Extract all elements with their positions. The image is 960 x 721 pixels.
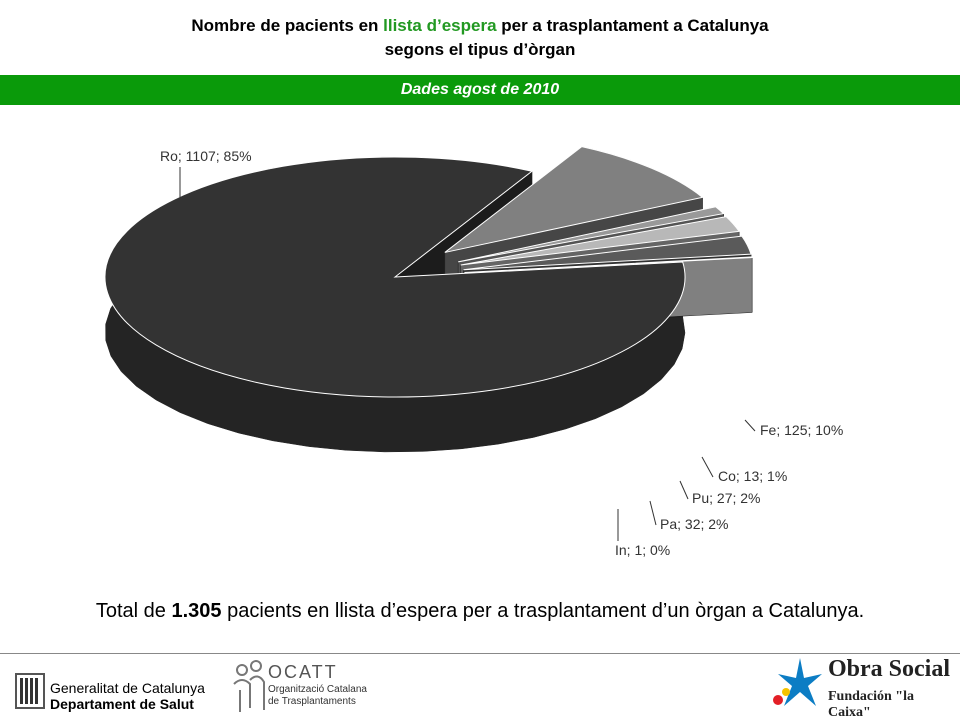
data-label-in: In; 1; 0% <box>615 542 670 558</box>
date-banner: Dades agost de 2010 <box>0 75 960 105</box>
ocatt-name: OCATT <box>268 662 338 683</box>
data-label-pu: Pu; 27; 2% <box>692 490 761 506</box>
leader-co <box>702 457 713 477</box>
fundacion-la-caixa: Fundación "la Caixa" <box>828 689 960 721</box>
data-label-ro: Ro; 1107; 85% <box>160 148 252 164</box>
title-highlight: llista d’espera <box>383 16 496 35</box>
data-label-fe: Fe; 125; 10% <box>760 422 843 438</box>
data-label-co: Co; 13; 1% <box>718 468 787 484</box>
title-line-1: Nombre de pacients en llista d’espera pe… <box>0 14 960 38</box>
generalitat-text: Generalitat de Catalunya Departament de … <box>50 680 205 712</box>
pie-chart: Ro; 1107; 85% Fe; 125; 10% Co; 13; 1% Pu; 2… <box>0 105 960 595</box>
total-summary: Total de 1.305 pacients en llista d’espe… <box>0 600 960 623</box>
data-label-pa: Pa; 32; 2% <box>660 516 729 532</box>
page-title: Nombre de pacients en llista d’espera pe… <box>0 14 960 62</box>
leader-pa <box>650 501 656 525</box>
leader-pu <box>680 481 688 499</box>
ocatt-subtitle: Organització Catalana de Trasplantaments <box>268 684 367 708</box>
title-line-2: segons el tipus d’òrgan <box>0 38 960 62</box>
total-count: 1.305 <box>171 600 221 622</box>
banner-text: Dades agost de 2010 <box>0 75 960 105</box>
leader-fe <box>745 420 755 431</box>
obra-social-title: Obra Social <box>828 656 950 683</box>
